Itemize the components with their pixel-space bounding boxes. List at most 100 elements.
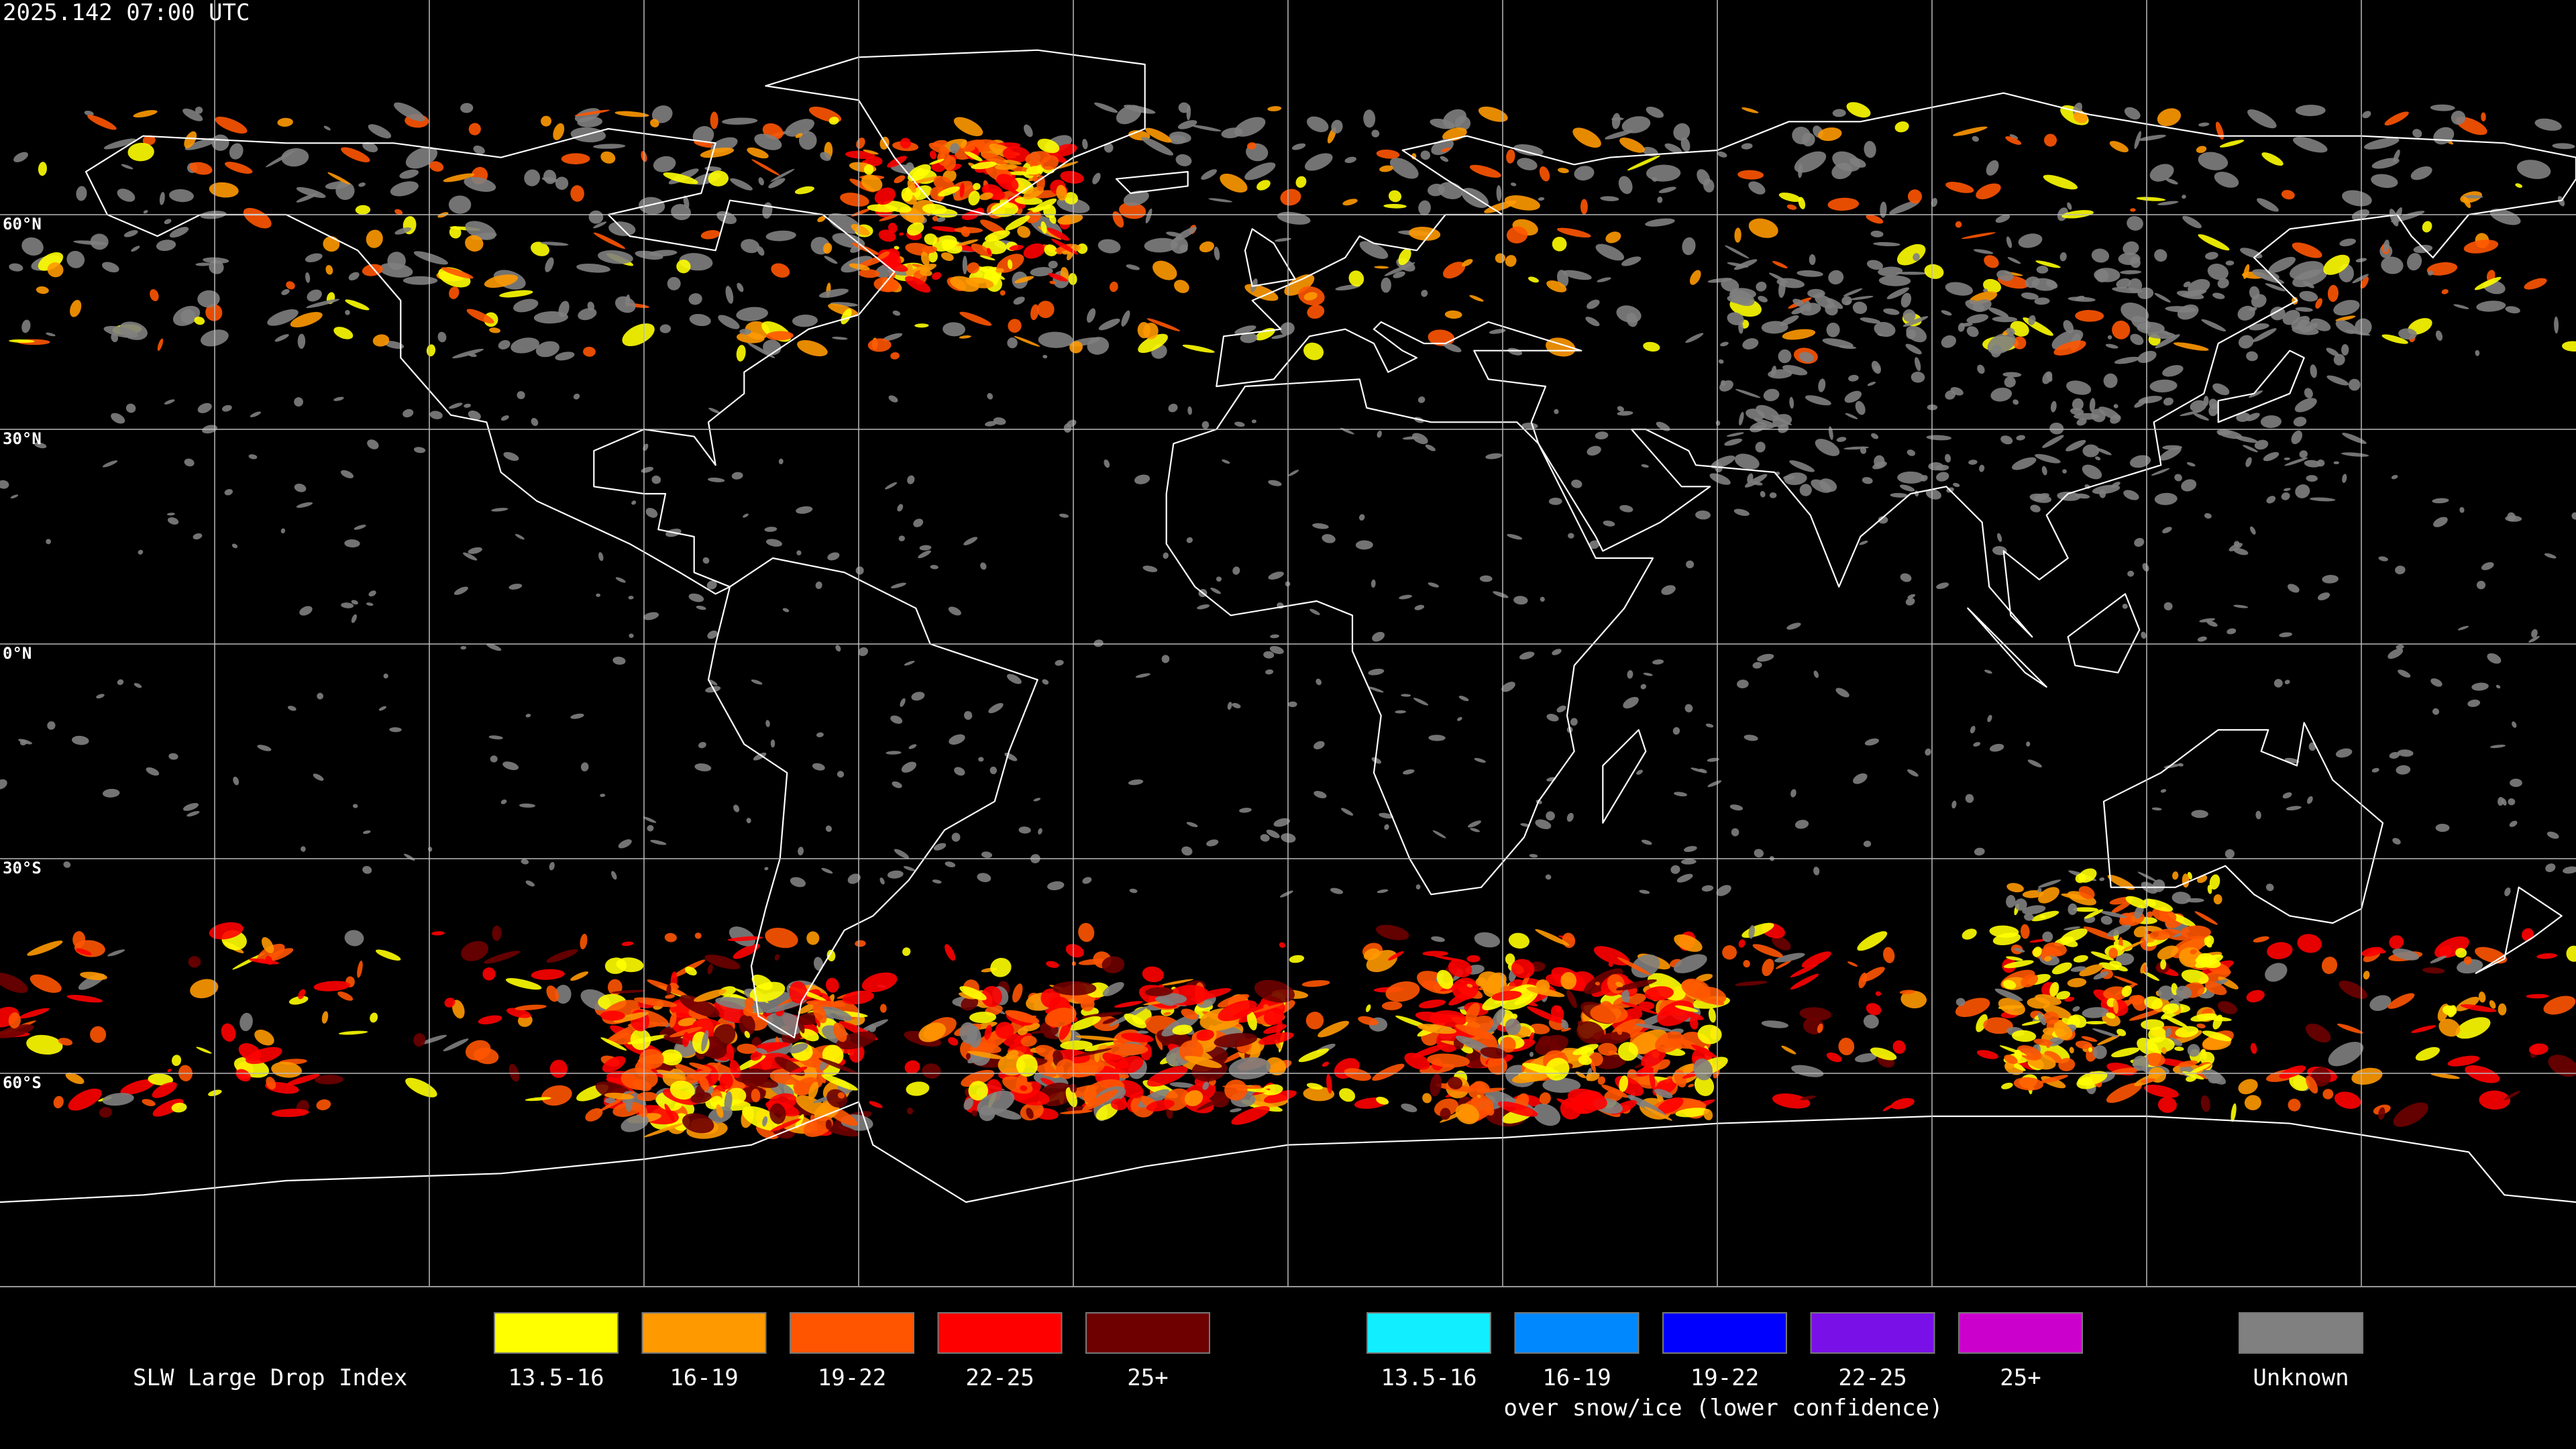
cloud-patch — [1511, 1071, 1544, 1083]
cloud-patch — [1786, 204, 1797, 210]
cloud-patch — [1196, 1094, 1230, 1111]
cloud-patch — [2534, 118, 2562, 131]
cloud-patch — [2110, 1067, 2141, 1075]
cloud-patch — [1179, 1040, 1203, 1062]
cloud-patch — [21, 319, 31, 333]
cloud-patch — [1589, 1052, 1603, 1067]
cloud-patch — [959, 985, 987, 1001]
cloud-patch — [121, 164, 133, 170]
cloud-patch — [1422, 951, 1448, 957]
cloud-patch — [1256, 180, 1271, 191]
cloud-patch — [1986, 160, 1999, 176]
cloud-patch — [1388, 190, 1402, 203]
cloud-patch — [2009, 134, 2019, 140]
cloud-patch — [368, 124, 392, 139]
cloud-patch — [961, 996, 979, 1011]
cloud-patch — [1792, 126, 1811, 145]
cloud-patch — [1017, 225, 1031, 238]
cloud-patch — [1030, 304, 1039, 321]
cloud-patch — [1645, 218, 1675, 227]
cloud-patch — [2044, 1051, 2061, 1063]
cloud-patch — [1017, 1028, 1028, 1036]
cloud-patch — [593, 232, 626, 249]
cloud-patch — [1279, 942, 1286, 948]
cloud-patch — [1507, 347, 1523, 356]
cloud-patch — [1649, 1069, 1656, 1090]
cloud-patch — [36, 286, 49, 294]
cloud-patch — [229, 143, 244, 160]
cloud-patch — [1214, 1032, 1258, 1048]
cloud-patch — [511, 337, 539, 354]
cloud-patch — [1082, 139, 1088, 150]
cloud-patch — [1306, 116, 1329, 132]
cloud-patch — [1931, 198, 1938, 207]
cloud-patch — [669, 1012, 677, 1028]
cloud-patch — [2463, 956, 2472, 965]
cloud-patch — [1342, 199, 1358, 206]
cloud-patch — [869, 1101, 883, 1108]
cloud-patch — [2067, 977, 2087, 987]
cloud-patch — [1358, 1016, 1379, 1026]
cloud-patch — [2106, 1012, 2116, 1019]
cloud-patch — [600, 151, 616, 164]
cloud-patch — [2295, 307, 2313, 312]
cloud-patch — [2288, 1098, 2301, 1112]
cloud-patch — [2430, 104, 2455, 111]
cloud-patch — [281, 148, 309, 167]
cloud-patch — [2044, 956, 2052, 962]
cloud-patch — [232, 952, 266, 970]
cloud-patch — [621, 941, 634, 947]
cloud-patch — [1303, 292, 1318, 301]
cloud-patch — [2342, 190, 2372, 207]
legend-label: 16-19 — [1542, 1364, 1611, 1391]
cloud-patch — [1983, 288, 1988, 292]
cloud-patch — [2181, 969, 2209, 985]
cloud-patch — [2231, 1103, 2237, 1122]
cloud-patch — [818, 288, 849, 298]
cloud-patch — [2031, 910, 2059, 922]
cloud-patch — [1682, 237, 1696, 256]
cloud-patch — [593, 221, 607, 229]
cloud-patch — [2005, 136, 2022, 145]
cloud-patch — [1556, 227, 1591, 238]
cloud-patch — [2243, 264, 2250, 279]
cloud-patch — [1289, 955, 1305, 963]
cloud-patch — [2489, 209, 2521, 225]
cloud-patch — [1864, 141, 1876, 158]
cloud-patch — [741, 239, 760, 254]
cloud-patch — [749, 981, 786, 1002]
cloud-patch — [639, 1049, 664, 1069]
cloud-patch — [1196, 1029, 1214, 1041]
cloud-patch — [1331, 119, 1343, 133]
cloud-patch — [1772, 1093, 1811, 1109]
cloud-patch — [541, 1085, 572, 1106]
cloud-patch — [1817, 1023, 1823, 1033]
cloud-patch — [1417, 1024, 1456, 1034]
cloud-patch — [1794, 151, 1827, 173]
cloud-patch — [58, 1038, 73, 1046]
cloud-patch — [1600, 196, 1619, 201]
cloud-patch — [2093, 971, 2109, 980]
cloud-patch — [2200, 1051, 2215, 1066]
legend-swatch — [1366, 1312, 1491, 1354]
cloud-patch — [820, 152, 831, 161]
cloud-patch — [2014, 948, 2025, 953]
cloud-patch — [1987, 333, 2016, 354]
cloud-patch — [1244, 162, 1276, 180]
cloud-patch — [737, 282, 744, 292]
cloud-patch — [2393, 1102, 2428, 1127]
cloud-patch — [66, 250, 85, 268]
cloud-patch — [513, 299, 539, 313]
cloud-patch — [2293, 136, 2328, 153]
cloud-patch — [1689, 270, 1701, 285]
cloud-patch — [1252, 1003, 1284, 1014]
cloud-patch — [2200, 1095, 2210, 1112]
cloud-patch — [580, 933, 588, 950]
cloud-patch — [1042, 1054, 1054, 1068]
cloud-patch — [2082, 1007, 2109, 1018]
cloud-patch — [649, 250, 678, 257]
cloud-patch — [1506, 149, 1515, 164]
cloud-patch — [1020, 1085, 1028, 1091]
cloud-patch — [700, 147, 735, 158]
